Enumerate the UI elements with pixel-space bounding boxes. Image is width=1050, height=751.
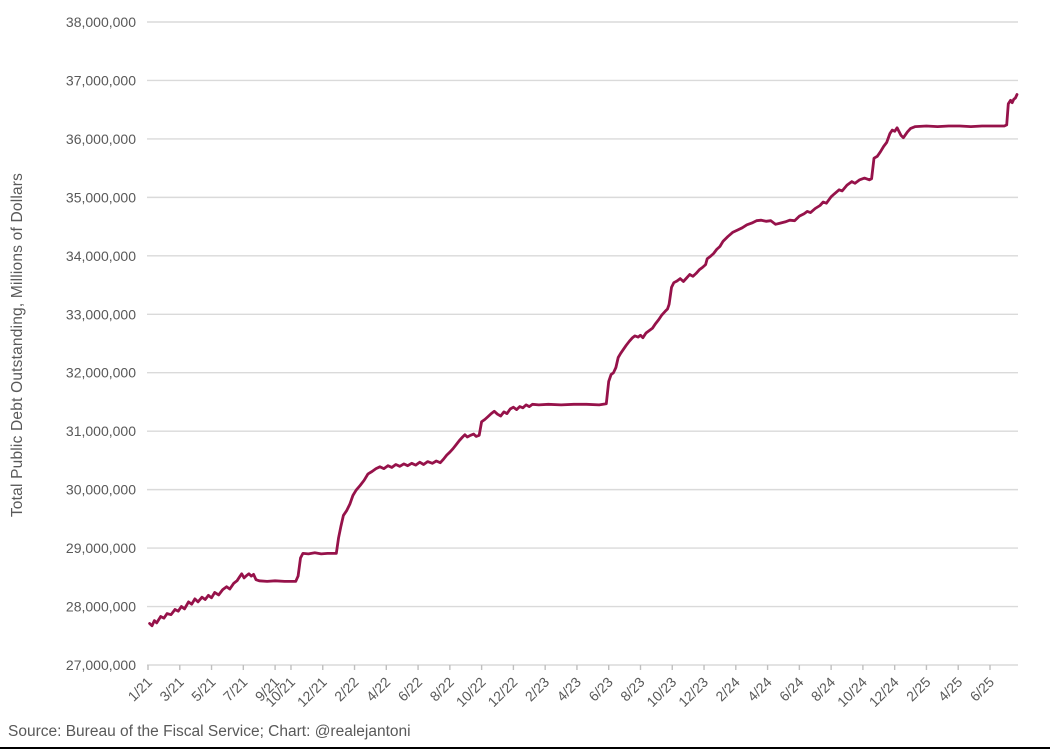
svg-text:29,000,000: 29,000,000 [66,540,136,556]
y-axis-title: Total Public Debt Outstanding, Millions … [9,172,26,518]
y-axis-tick-labels: 27,000,000 28,000,000 29,000,000 30,000,000… [66,14,136,673]
svg-text:4/25: 4/25 [935,674,966,705]
svg-text:5/21: 5/21 [188,674,219,705]
svg-text:4/22: 4/22 [363,674,394,705]
svg-text:6/23: 6/23 [585,674,616,705]
svg-text:2/25: 2/25 [903,674,934,705]
svg-text:31,000,000: 31,000,000 [66,423,136,439]
svg-text:4/23: 4/23 [553,674,584,705]
series-line-total-public-debt [148,93,1019,628]
x-axis-ticks [147,665,991,670]
svg-text:28,000,000: 28,000,000 [66,599,136,615]
svg-text:1/21: 1/21 [125,674,156,705]
svg-text:10/23: 10/23 [643,674,679,710]
svg-text:12/22: 12/22 [484,674,520,710]
svg-text:12/24: 12/24 [866,674,902,710]
svg-text:2/22: 2/22 [331,674,362,705]
svg-text:38,000,000: 38,000,000 [66,14,136,30]
svg-text:37,000,000: 37,000,000 [66,72,136,88]
bottom-border-line [0,747,1050,749]
svg-text:4/24: 4/24 [744,674,775,705]
svg-text:2/23: 2/23 [522,674,553,705]
svg-text:6/25: 6/25 [967,674,998,705]
svg-text:6/22: 6/22 [395,674,426,705]
svg-text:34,000,000: 34,000,000 [66,248,136,264]
source-caption: Source: Bureau of the Fiscal Service; Ch… [8,723,411,740]
gridlines [147,21,1018,666]
svg-text:12/21: 12/21 [294,674,330,710]
svg-text:35,000,000: 35,000,000 [66,189,136,205]
svg-text:6/24: 6/24 [776,674,807,705]
svg-text:36,000,000: 36,000,000 [66,131,136,147]
svg-text:27,000,000: 27,000,000 [66,657,136,673]
svg-text:12/23: 12/23 [675,674,711,710]
svg-text:10/24: 10/24 [834,674,870,710]
svg-text:30,000,000: 30,000,000 [66,482,136,498]
svg-text:33,000,000: 33,000,000 [66,306,136,322]
svg-text:2/24: 2/24 [712,674,743,705]
svg-text:32,000,000: 32,000,000 [66,365,136,381]
svg-text:7/21: 7/21 [220,674,251,705]
svg-text:3/21: 3/21 [156,674,187,705]
svg-text:10/22: 10/22 [453,674,489,710]
